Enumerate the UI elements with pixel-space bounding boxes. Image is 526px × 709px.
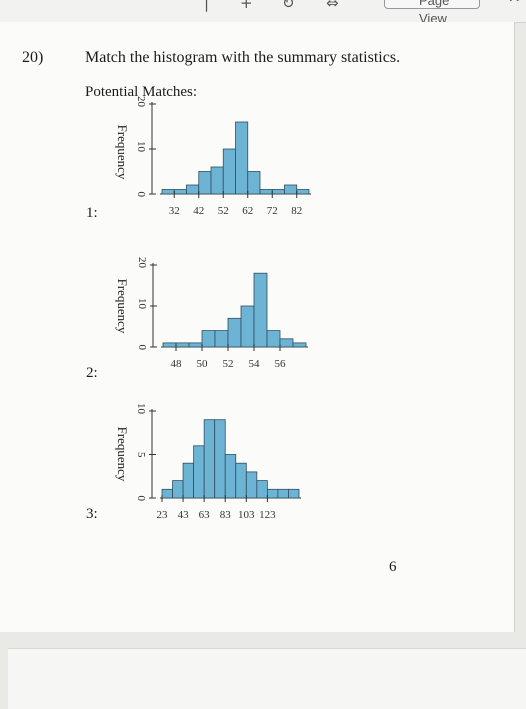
x-tick-label: 72 xyxy=(267,205,278,217)
viewer-toolbar: | + ↻ ⇔ Page View ^ xyxy=(0,0,526,26)
histogram-bar xyxy=(235,121,249,195)
document-page: 20) Match the histogram with the summary… xyxy=(0,22,515,632)
page-view-button[interactable]: Page View xyxy=(384,0,480,26)
histogram-bar xyxy=(253,272,268,348)
potential-matches-label: Potential Matches: xyxy=(85,84,198,100)
histogram-bar xyxy=(256,480,268,499)
question-text: Match the histogram with the summary sta… xyxy=(85,49,401,66)
x-tick-label: 54 xyxy=(249,358,261,370)
x-tick-label: 103 xyxy=(238,509,255,521)
y-axis-label: Frequency xyxy=(115,125,130,180)
histogram-bar xyxy=(193,445,205,499)
x-tick-label: 52 xyxy=(223,358,234,370)
x-tick-label: 123 xyxy=(259,509,276,521)
chevron-up-icon[interactable]: ^ xyxy=(508,0,521,12)
x-tick-label: 48 xyxy=(171,358,183,370)
histogram-2: 0 10 20 Frequency 48 50 52 54 56 xyxy=(115,257,308,370)
y-tick-label: 0 xyxy=(135,192,147,198)
y-tick-label: 20 xyxy=(136,257,148,269)
next-page xyxy=(8,648,526,709)
histogram-bar xyxy=(277,488,289,499)
x-tick-label: 32 xyxy=(169,205,180,217)
y-tick-label: 5 xyxy=(135,452,147,458)
x-tick-label: 23 xyxy=(157,509,169,521)
histogram-bar xyxy=(235,462,247,499)
add-icon[interactable]: + xyxy=(240,0,253,12)
histogram-bar xyxy=(172,480,184,499)
y-axis-label: Frequency xyxy=(115,279,130,334)
y-tick-label: 10 xyxy=(136,298,148,310)
histogram-bar xyxy=(247,171,261,195)
y-tick-label: 10 xyxy=(135,141,147,153)
histogram-bar xyxy=(266,488,279,499)
rotate-icon[interactable]: ↻ xyxy=(282,0,295,12)
y-axis-label: Frequency xyxy=(115,427,130,482)
histogram-3: 0 5 10 Frequency 23 43 63 83 103 123 xyxy=(115,403,301,521)
histogram-bar xyxy=(245,471,258,499)
histogram-bar xyxy=(214,419,226,499)
x-tick-label: 83 xyxy=(220,509,232,521)
x-tick-label: 62 xyxy=(242,205,253,217)
histogram-bar xyxy=(161,488,173,499)
x-tick-label: 42 xyxy=(193,205,204,217)
choice-label-2: 2: xyxy=(86,365,98,381)
x-tick-label: 43 xyxy=(178,509,190,521)
x-tick-label: 56 xyxy=(275,358,287,370)
choice-label-3: 3: xyxy=(86,506,98,522)
y-tick-label: 10 xyxy=(135,403,147,415)
page-number: 6 xyxy=(389,559,397,575)
question-number: 20) xyxy=(22,49,44,66)
histogram-bar xyxy=(203,419,216,499)
histogram-bar xyxy=(224,454,237,499)
x-tick-label: 52 xyxy=(218,205,229,217)
histogram-bar xyxy=(292,342,307,348)
y-tick-label: 0 xyxy=(136,345,148,351)
x-tick-label: 50 xyxy=(197,358,209,370)
histogram-bar xyxy=(288,488,300,499)
fit-page-icon[interactable]: ⇔ xyxy=(326,0,339,12)
divider-icon: | xyxy=(204,0,210,12)
histogram-1: 0 10 20 Frequency 32 42 52 62 72 82 xyxy=(115,96,311,217)
x-tick-label: 82 xyxy=(291,205,302,217)
y-tick-label: 0 xyxy=(135,496,147,502)
y-tick-label: 20 xyxy=(135,96,147,108)
x-tick-label: 63 xyxy=(199,509,211,521)
choice-label-1: 1: xyxy=(86,205,98,221)
histogram-bar xyxy=(182,462,195,499)
